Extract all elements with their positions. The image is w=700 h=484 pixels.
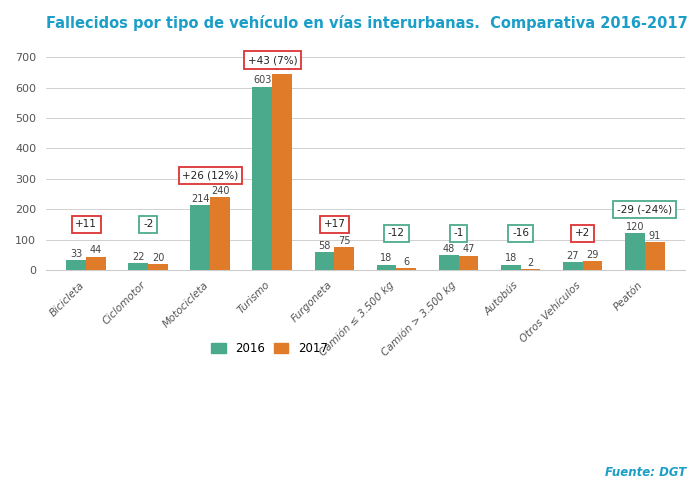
Bar <box>314 252 335 270</box>
Bar <box>148 264 168 270</box>
Text: 29: 29 <box>587 250 598 260</box>
Bar <box>625 233 645 270</box>
Text: 18: 18 <box>380 253 393 263</box>
Text: 27: 27 <box>566 251 579 260</box>
Text: +2: +2 <box>575 228 590 239</box>
Bar <box>582 261 603 270</box>
Bar <box>253 87 272 270</box>
Bar <box>86 257 106 270</box>
Text: 603: 603 <box>253 76 272 85</box>
Text: Fallecidos por tipo de vehículo en vías interurbanas.  Comparativa 2016-2017: Fallecidos por tipo de vehículo en vías … <box>46 15 687 31</box>
Text: 44: 44 <box>90 245 102 256</box>
Text: 20: 20 <box>152 253 164 263</box>
Text: 18: 18 <box>505 253 517 263</box>
Text: 120: 120 <box>626 222 644 232</box>
Bar <box>377 264 396 270</box>
Bar <box>439 256 458 270</box>
Text: 240: 240 <box>211 186 230 196</box>
Text: -12: -12 <box>388 228 405 239</box>
Text: 48: 48 <box>442 244 455 254</box>
Text: 214: 214 <box>191 194 209 204</box>
Text: -16: -16 <box>512 228 529 239</box>
Text: -2: -2 <box>143 219 153 229</box>
Text: Fuente: DGT: Fuente: DGT <box>605 466 686 479</box>
Bar <box>645 242 664 270</box>
Text: 6: 6 <box>403 257 410 267</box>
Bar <box>563 262 582 270</box>
Text: 75: 75 <box>338 236 351 246</box>
Text: +43 (7%): +43 (7%) <box>248 55 298 65</box>
Bar <box>272 74 292 270</box>
Text: +11: +11 <box>75 219 97 229</box>
Text: 47: 47 <box>462 244 475 255</box>
Bar <box>66 260 86 270</box>
Text: 22: 22 <box>132 252 145 262</box>
Text: -29 (-24%): -29 (-24%) <box>617 204 672 214</box>
Text: 2: 2 <box>527 258 533 268</box>
Bar <box>458 256 478 270</box>
Text: 646: 646 <box>273 62 291 72</box>
Bar <box>396 268 416 270</box>
Text: -1: -1 <box>454 228 463 239</box>
Bar <box>190 205 210 270</box>
Bar <box>335 247 354 270</box>
Text: 33: 33 <box>70 249 83 259</box>
Bar <box>128 263 148 270</box>
Text: 91: 91 <box>648 231 661 241</box>
Text: +26 (12%): +26 (12%) <box>182 171 239 181</box>
Legend: 2016, 2017: 2016, 2017 <box>206 337 332 360</box>
Bar <box>500 264 521 270</box>
Text: +17: +17 <box>323 219 345 229</box>
Text: 58: 58 <box>318 241 330 251</box>
Bar <box>210 197 230 270</box>
